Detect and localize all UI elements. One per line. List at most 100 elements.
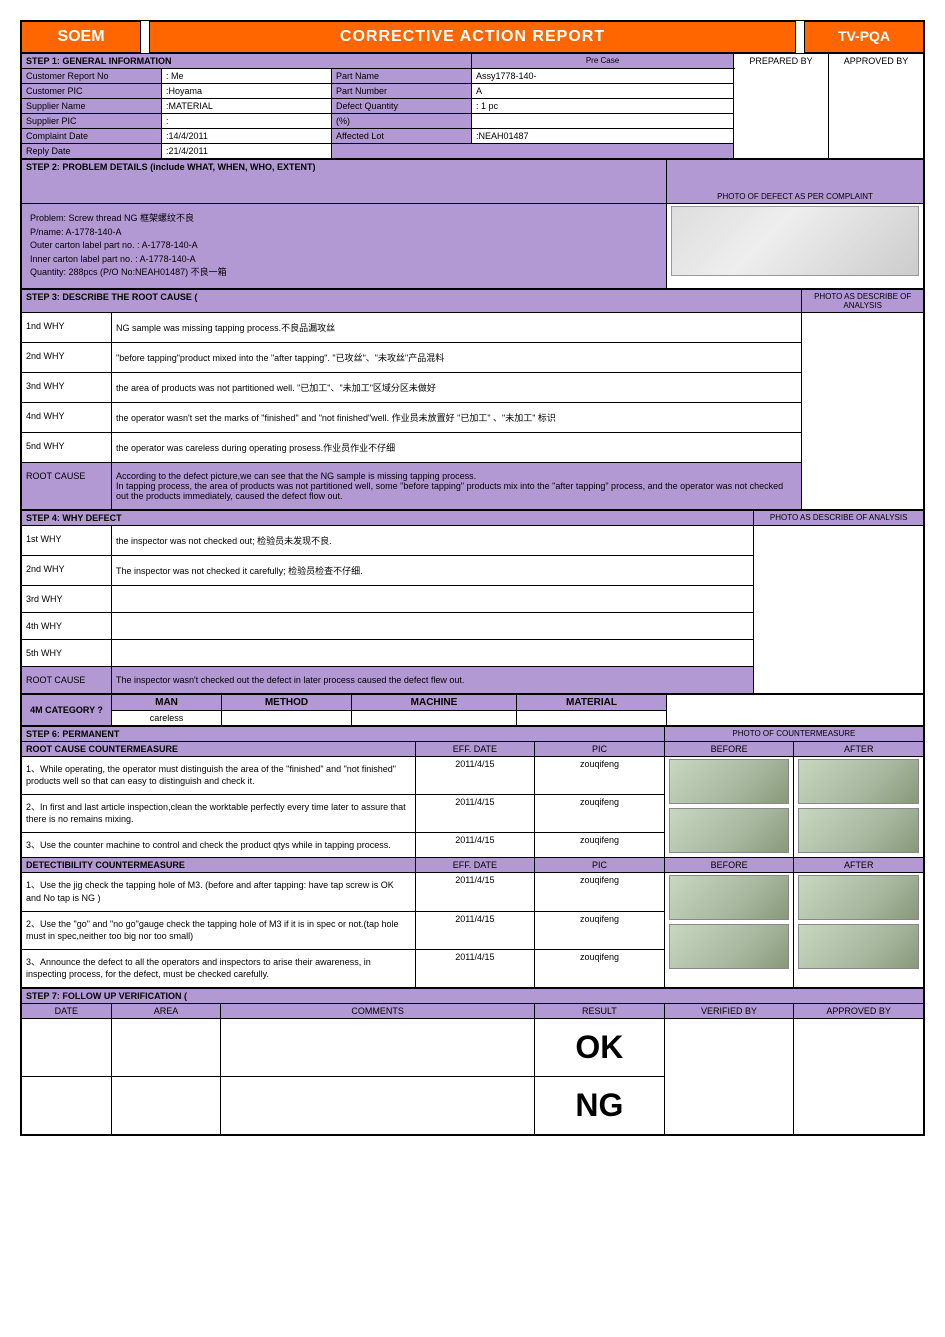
pre-case: Pre Case xyxy=(472,54,734,69)
rc-cm-3: 3、Use the counter machine to control and… xyxy=(22,832,416,858)
s7-comments-1 xyxy=(221,1019,535,1077)
rc-cm-1: 1、While operating, the operator must dis… xyxy=(22,756,416,794)
step2-table: STEP 2: PROBLEM DETAILS (include WHAT, W… xyxy=(21,159,924,289)
pct-lbl: (%) xyxy=(332,114,472,129)
defect-photo xyxy=(671,206,919,276)
s3-why3: the area of products was not partitioned… xyxy=(112,372,802,402)
step4-table: STEP 4: WHY DEFECT PHOTO AS DESCRIBE OF … xyxy=(21,510,924,694)
step7-table: STEP 7: FOLLOW UP VERIFICATION ( DATE AR… xyxy=(21,988,924,1135)
det-cm-label: DETECTIBILITY COUNTERMEASURE xyxy=(22,858,416,873)
s7-date-hdr: DATE xyxy=(22,1004,112,1019)
defect-qty: : 1 pc xyxy=(472,99,734,114)
cust-report-no-lbl: Customer Report No xyxy=(22,69,162,84)
defect-qty-lbl: Defect Quantity xyxy=(332,99,472,114)
det-cm-1: 1、Use the jig check the tapping hole of … xyxy=(22,873,416,911)
det-cm-2: 2、Use the "go" and "no go"gauge check th… xyxy=(22,911,416,949)
m4-method: METHOD xyxy=(222,694,352,710)
s4-why5-lbl: 5th WHY xyxy=(22,639,112,666)
s3-why3-lbl: 3nd WHY xyxy=(22,372,112,402)
s7-result-hdr: RESULT xyxy=(535,1004,665,1019)
det-cm-1-pic: zouqifeng xyxy=(535,873,665,911)
s7-date-1 xyxy=(22,1019,112,1077)
soem-box: SOEM xyxy=(21,21,141,53)
tvpqa-box: TV-PQA xyxy=(804,21,924,53)
part-number: A xyxy=(472,84,734,99)
supplier-name-lbl: Supplier Name xyxy=(22,99,162,114)
m4-machine-val xyxy=(352,710,517,725)
supplier-pic: : xyxy=(162,114,332,129)
det-after-photos xyxy=(794,873,924,988)
m4-man-val: careless xyxy=(112,710,222,725)
m4-material-val xyxy=(517,710,667,725)
s7-ok: OK xyxy=(535,1019,665,1077)
pct xyxy=(472,114,734,129)
s4-why4 xyxy=(112,612,754,639)
step2-photo-hdr: PHOTO OF DEFECT AS PER COMPLAINT xyxy=(667,160,924,204)
det-before-photos xyxy=(664,873,794,988)
rc-cm-3-date: 2011/4/15 xyxy=(415,832,535,858)
s4-photo xyxy=(754,525,924,693)
s4-why2-lbl: 2nd WHY xyxy=(22,555,112,585)
rc-cm-label: ROOT CAUSE COUNTERMEASURE xyxy=(22,741,416,756)
step3-table: STEP 3: DESCRIBE THE ROOT CAUSE ( PHOTO … xyxy=(21,289,924,510)
s7-approved-hdr: APPROVED BY xyxy=(794,1004,924,1019)
s3-why2-lbl: 2nd WHY xyxy=(22,342,112,372)
rc-after-photos xyxy=(794,756,924,858)
rc-cm-2-date: 2011/4/15 xyxy=(415,794,535,832)
s7-date-2 xyxy=(22,1077,112,1135)
problem-details: Problem: Screw thread NG 框架螺纹不良 P/name: … xyxy=(22,204,667,289)
s7-area-1 xyxy=(111,1019,221,1077)
s4-root: The inspector wasn't checked out the def… xyxy=(112,666,754,693)
step2-label: STEP 2: PROBLEM DETAILS (include WHAT, W… xyxy=(22,160,667,204)
det-pic-hdr: PIC xyxy=(535,858,665,873)
s7-verified xyxy=(664,1019,794,1135)
cust-pic-lbl: Customer PIC xyxy=(22,84,162,99)
rc-cm-1-date: 2011/4/15 xyxy=(415,756,535,794)
approved-by-label: APPROVED BY xyxy=(829,54,924,159)
s3-why1-lbl: 1nd WHY xyxy=(22,312,112,342)
s4-why5 xyxy=(112,639,754,666)
s3-why1: NG sample was missing tapping process.不良… xyxy=(112,312,802,342)
s3-why5: the operator was careless during operati… xyxy=(112,432,802,462)
det-before-hdr: BEFORE xyxy=(664,858,794,873)
det-after-hdr: AFTER xyxy=(794,858,924,873)
step4-label: STEP 4: WHY DEFECT xyxy=(22,510,754,525)
s3-why5-lbl: 5nd WHY xyxy=(22,432,112,462)
s7-comments-2 xyxy=(221,1077,535,1135)
report-sheet: SOEM CORRECTIVE ACTION REPORT TV-PQA STE… xyxy=(20,20,925,1136)
s7-verified-hdr: VERIFIED BY xyxy=(664,1004,794,1019)
step1-label: STEP 1: GENERAL INFORMATION xyxy=(22,54,472,69)
complaint-date-lbl: Complaint Date xyxy=(22,129,162,144)
m4-man: MAN xyxy=(112,694,222,710)
det-cm-3-date: 2011/4/15 xyxy=(415,949,535,987)
supplier-pic-lbl: Supplier PIC xyxy=(22,114,162,129)
rc-cm-2-pic: zouqifeng xyxy=(535,794,665,832)
s7-ng: NG xyxy=(535,1077,665,1135)
s4-why4-lbl: 4th WHY xyxy=(22,612,112,639)
m4-label: 4M CATEGORY ? xyxy=(22,694,112,725)
s3-why4-lbl: 4nd WHY xyxy=(22,402,112,432)
step4-photo-hdr: PHOTO AS DESCRIBE OF ANALYSIS xyxy=(754,510,924,525)
s7-approved xyxy=(794,1019,924,1135)
s3-photo xyxy=(802,312,924,509)
s4-root-lbl: ROOT CAUSE xyxy=(22,666,112,693)
m4-method-val xyxy=(222,710,352,725)
step1-table: STEP 1: GENERAL INFORMATION Pre Case PRE… xyxy=(21,53,924,159)
s4-why3-lbl: 3rd WHY xyxy=(22,585,112,612)
m4-table: 4M CATEGORY ? MAN METHOD MACHINE MATERIA… xyxy=(21,694,924,726)
s3-why2: "before tapping"product mixed into the "… xyxy=(112,342,802,372)
before-hdr: BEFORE xyxy=(664,741,794,756)
step3-label: STEP 3: DESCRIBE THE ROOT CAUSE ( xyxy=(22,289,802,312)
cust-report-no: : Me xyxy=(162,69,332,84)
s4-why1-lbl: 1st WHY xyxy=(22,525,112,555)
step7-label: STEP 7: FOLLOW UP VERIFICATION ( xyxy=(22,989,924,1004)
s7-area-hdr: AREA xyxy=(111,1004,221,1019)
m4-machine: MACHINE xyxy=(352,694,517,710)
rc-cm-3-pic: zouqifeng xyxy=(535,832,665,858)
s7-area-2 xyxy=(111,1077,221,1135)
rc-cm-2: 2、In first and last article inspection,c… xyxy=(22,794,416,832)
step6-table: STEP 6: PERMANENT PHOTO OF COUNTERMEASUR… xyxy=(21,726,924,989)
step6-photo-hdr: PHOTO OF COUNTERMEASURE xyxy=(664,726,923,741)
rc-before-photos xyxy=(664,756,794,858)
det-cm-2-date: 2011/4/15 xyxy=(415,911,535,949)
